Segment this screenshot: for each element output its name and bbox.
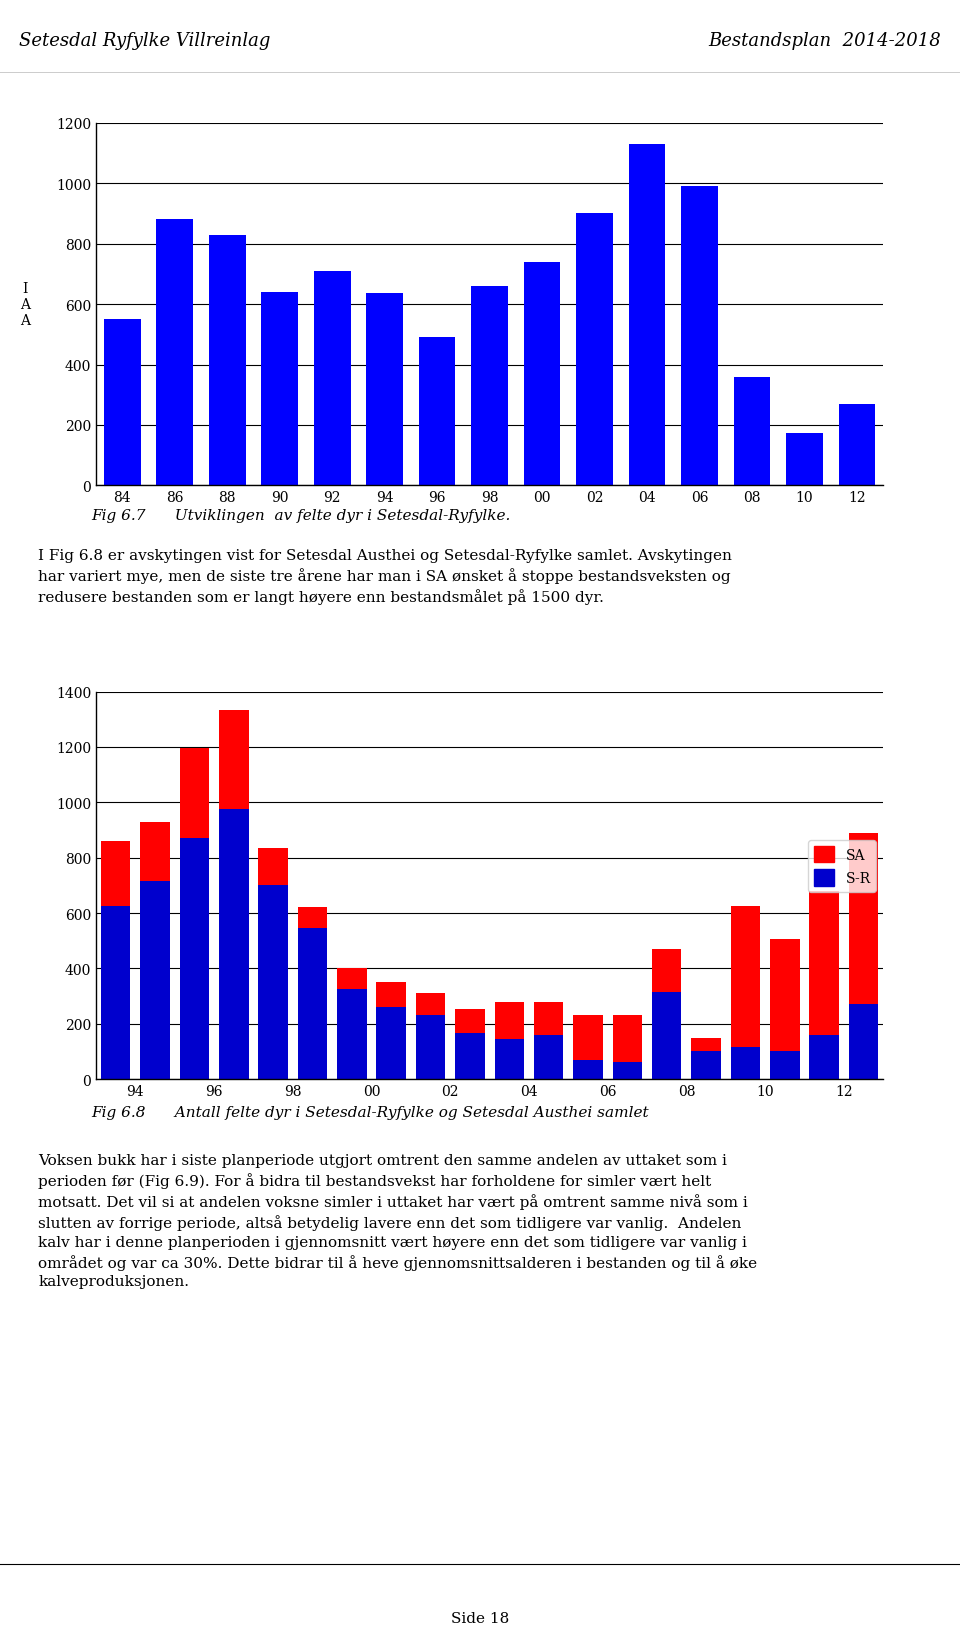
- Bar: [629, 145, 665, 486]
- Bar: [849, 834, 878, 1005]
- Bar: [691, 1038, 721, 1051]
- Bar: [524, 262, 561, 486]
- Bar: [104, 320, 140, 486]
- Bar: [140, 882, 170, 1079]
- Text: Setesdal Ryfylke Villreinlag: Setesdal Ryfylke Villreinlag: [19, 33, 271, 49]
- Bar: [573, 1015, 603, 1060]
- Bar: [258, 887, 288, 1079]
- Bar: [652, 992, 682, 1079]
- Bar: [180, 748, 209, 839]
- Bar: [376, 982, 406, 1007]
- Bar: [770, 939, 800, 1051]
- Bar: [209, 236, 246, 486]
- Bar: [786, 433, 823, 486]
- Bar: [101, 906, 131, 1079]
- Bar: [849, 1005, 878, 1079]
- Bar: [494, 1040, 524, 1079]
- Bar: [337, 969, 367, 989]
- Bar: [534, 1002, 564, 1035]
- Bar: [682, 188, 718, 486]
- Bar: [494, 1002, 524, 1040]
- Text: Voksen bukk har i siste planperiode utgjort omtrent den samme andelen av uttaket: Voksen bukk har i siste planperiode utgj…: [38, 1154, 757, 1289]
- Bar: [261, 293, 298, 486]
- Text: Side 18: Side 18: [451, 1612, 509, 1625]
- Text: Fig 6.7      Utviklingen  av felte dyr i Setesdal-Ryfylke.: Fig 6.7 Utviklingen av felte dyr i Setes…: [91, 509, 511, 522]
- Bar: [770, 1051, 800, 1079]
- Bar: [156, 221, 193, 486]
- Bar: [416, 994, 445, 1015]
- Bar: [809, 892, 839, 1035]
- Legend: SA, S-R: SA, S-R: [808, 840, 876, 893]
- Bar: [573, 1060, 603, 1079]
- Bar: [731, 1048, 760, 1079]
- Bar: [612, 1015, 642, 1063]
- Bar: [258, 849, 288, 887]
- Text: Fig 6.8      Antall felte dyr i Setesdal-Ryfylke og Setesdal Austhei samlet: Fig 6.8 Antall felte dyr i Setesdal-Ryfy…: [91, 1106, 649, 1119]
- Bar: [419, 338, 455, 486]
- Bar: [576, 214, 612, 486]
- Text: Bestandsplan  2014-2018: Bestandsplan 2014-2018: [708, 33, 941, 49]
- Bar: [376, 1007, 406, 1079]
- Bar: [839, 405, 876, 486]
- Bar: [337, 989, 367, 1079]
- Bar: [691, 1051, 721, 1079]
- Bar: [731, 906, 760, 1048]
- Bar: [416, 1015, 445, 1079]
- Bar: [219, 710, 249, 809]
- Bar: [652, 949, 682, 992]
- Bar: [180, 839, 209, 1079]
- Bar: [219, 809, 249, 1079]
- Bar: [534, 1035, 564, 1079]
- Text: I
A
A: I A A: [20, 282, 30, 328]
- Text: I Fig 6.8 er avskytingen vist for Setesdal Austhei og Setesdal-Ryfylke samlet. A: I Fig 6.8 er avskytingen vist for Setesd…: [38, 549, 732, 605]
- Bar: [455, 1009, 485, 1033]
- Bar: [455, 1033, 485, 1079]
- Bar: [471, 287, 508, 486]
- Bar: [733, 377, 770, 486]
- Bar: [298, 908, 327, 929]
- Bar: [298, 929, 327, 1079]
- Bar: [314, 272, 350, 486]
- Bar: [101, 842, 131, 906]
- Bar: [612, 1063, 642, 1079]
- Bar: [809, 1035, 839, 1079]
- Bar: [140, 822, 170, 882]
- Bar: [367, 295, 403, 486]
